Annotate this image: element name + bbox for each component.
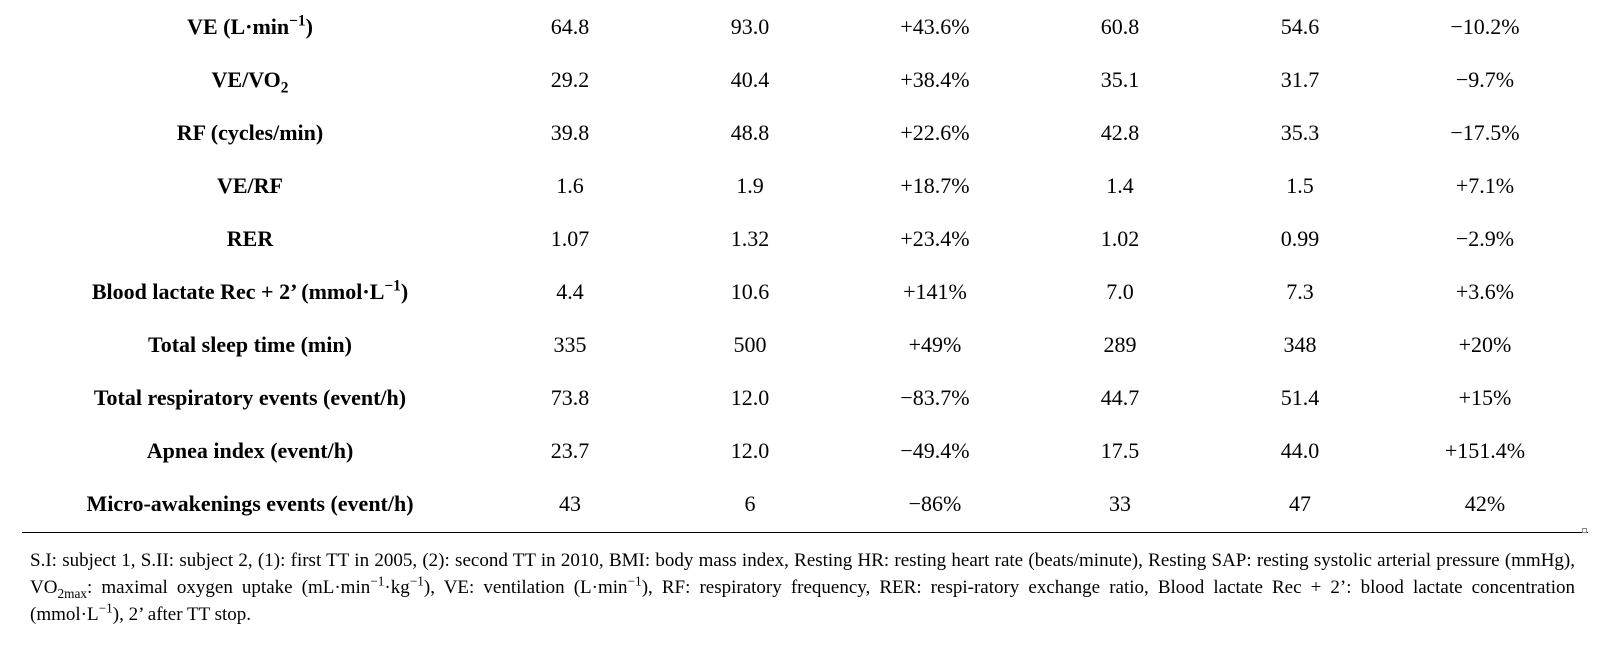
cell-s1-tt1: 1.6 [556, 173, 584, 198]
cell-s2-change: −17.5% [1450, 120, 1520, 145]
cell-s1-tt2: 500 [733, 332, 767, 357]
cell-s2-change: −2.9% [1455, 226, 1515, 251]
table-row: VE/RF 1.6 1.9 +18.7% 1.4 1.5 +7.1% [0, 159, 1606, 213]
cell-s2-change: +20% [1458, 332, 1512, 357]
cell-s1-tt1: 4.4 [556, 279, 584, 304]
cell-s2-tt1: 7.0 [1106, 279, 1134, 304]
cell-s2-tt2: 44.0 [1280, 438, 1320, 463]
cell-s2-tt2: 54.6 [1280, 14, 1320, 39]
cell-s2-tt1: 35.1 [1100, 67, 1140, 92]
cell-s2-tt2: 31.7 [1280, 67, 1320, 92]
cell-s2-change: +15% [1458, 385, 1512, 410]
row-label: Total respiratory events (event/h) [93, 385, 407, 410]
cell-s1-tt1: 39.8 [550, 120, 590, 145]
cell-s1-tt2: 1.9 [736, 173, 764, 198]
table-row: Blood lactate Rec + 2’ (mmol·L−1) 4.4 10… [0, 265, 1606, 319]
cell-s1-change: −83.7% [900, 385, 970, 410]
row-label: VE/VO2 [211, 67, 289, 97]
row-label: Micro-awakenings events (event/h) [86, 491, 414, 516]
cell-s1-change: −86% [908, 491, 962, 516]
table-row: RF (cycles/min) 39.8 48.8 +22.6% 42.8 35… [0, 106, 1606, 160]
cell-s2-tt2: 47 [1289, 491, 1311, 516]
cell-s1-tt2: 10.6 [730, 279, 770, 304]
cell-s2-change: −9.7% [1455, 67, 1515, 92]
cell-s1-change: +23.4% [900, 226, 970, 251]
rule-end-marker [1582, 528, 1587, 533]
cell-s2-change: +7.1% [1455, 173, 1515, 198]
cell-s2-tt2: 0.99 [1280, 226, 1320, 251]
cell-s2-tt1: 17.5 [1100, 438, 1140, 463]
cell-s2-tt2: 348 [1283, 332, 1317, 357]
cell-s1-change: +22.6% [900, 120, 970, 145]
cell-s1-tt2: 6 [744, 491, 756, 516]
cell-s2-tt2: 51.4 [1280, 385, 1320, 410]
cell-s1-change: −49.4% [900, 438, 970, 463]
row-label: Blood lactate Rec + 2’ (mmol·L−1) [91, 277, 409, 304]
cell-s1-tt2: 12.0 [730, 385, 770, 410]
cell-s1-tt1: 1.07 [550, 226, 590, 251]
row-label: Apnea index (event/h) [146, 438, 354, 463]
cell-s2-tt1: 44.7 [1100, 385, 1140, 410]
cell-s2-tt2: 7.3 [1286, 279, 1314, 304]
cell-s2-tt1: 1.4 [1106, 173, 1134, 198]
table-row: Micro-awakenings events (event/h) 43 6 −… [0, 477, 1606, 531]
cell-s2-tt2: 1.5 [1286, 173, 1314, 198]
cell-s2-change: −10.2% [1450, 14, 1520, 39]
cell-s1-tt1: 64.8 [550, 14, 590, 39]
row-label: VE/RF [217, 173, 283, 198]
row-label: RF (cycles/min) [176, 120, 324, 145]
cell-s1-tt1: 43 [559, 491, 581, 516]
cell-s1-change: +43.6% [900, 14, 970, 39]
cell-s1-tt2: 12.0 [730, 438, 770, 463]
cell-s2-change: 42% [1464, 491, 1506, 516]
cell-s2-tt2: 35.3 [1280, 120, 1320, 145]
cell-s2-tt1: 42.8 [1100, 120, 1140, 145]
table-row: Total sleep time (min) 335 500 +49% 289 … [0, 318, 1606, 372]
table-row: VE (L·min−1) 64.8 93.0 +43.6% 60.8 54.6 … [0, 0, 1606, 54]
cell-s2-change: +3.6% [1455, 279, 1515, 304]
cell-s1-tt2: 40.4 [730, 67, 770, 92]
row-label: Total sleep time (min) [148, 332, 352, 357]
cell-s1-tt1: 29.2 [550, 67, 590, 92]
cell-s1-tt1: 335 [553, 332, 587, 357]
cell-s1-change: +18.7% [900, 173, 970, 198]
cell-s1-tt2: 93.0 [730, 14, 770, 39]
cell-s1-tt1: 23.7 [550, 438, 590, 463]
cell-s1-tt2: 1.32 [730, 226, 770, 251]
cell-s2-tt1: 289 [1103, 332, 1137, 357]
cell-s2-tt1: 33 [1109, 491, 1131, 516]
table-row: Apnea index (event/h) 23.7 12.0 −49.4% 1… [0, 424, 1606, 478]
cell-s1-change: +38.4% [900, 67, 970, 92]
cell-s2-change: +151.4% [1444, 438, 1526, 463]
table-bottom-rule [22, 532, 1588, 533]
cell-s2-tt1: 60.8 [1100, 14, 1140, 39]
cell-s2-tt1: 1.02 [1100, 226, 1140, 251]
cell-s1-change: +141% [903, 279, 967, 304]
table-row: VE/VO2 29.2 40.4 +38.4% 35.1 31.7 −9.7% [0, 53, 1606, 107]
row-label: VE (L·min−1) [187, 12, 313, 39]
table-row: Total respiratory events (event/h) 73.8 … [0, 371, 1606, 425]
cell-s1-change: +49% [908, 332, 962, 357]
cell-s1-tt2: 48.8 [730, 120, 770, 145]
cell-s1-tt1: 73.8 [550, 385, 590, 410]
row-label: RER [226, 226, 274, 251]
table-footnote: S.I: subject 1, S.II: subject 2, (1): fi… [30, 550, 1576, 625]
table-row: RER 1.07 1.32 +23.4% 1.02 0.99 −2.9% [0, 212, 1606, 266]
